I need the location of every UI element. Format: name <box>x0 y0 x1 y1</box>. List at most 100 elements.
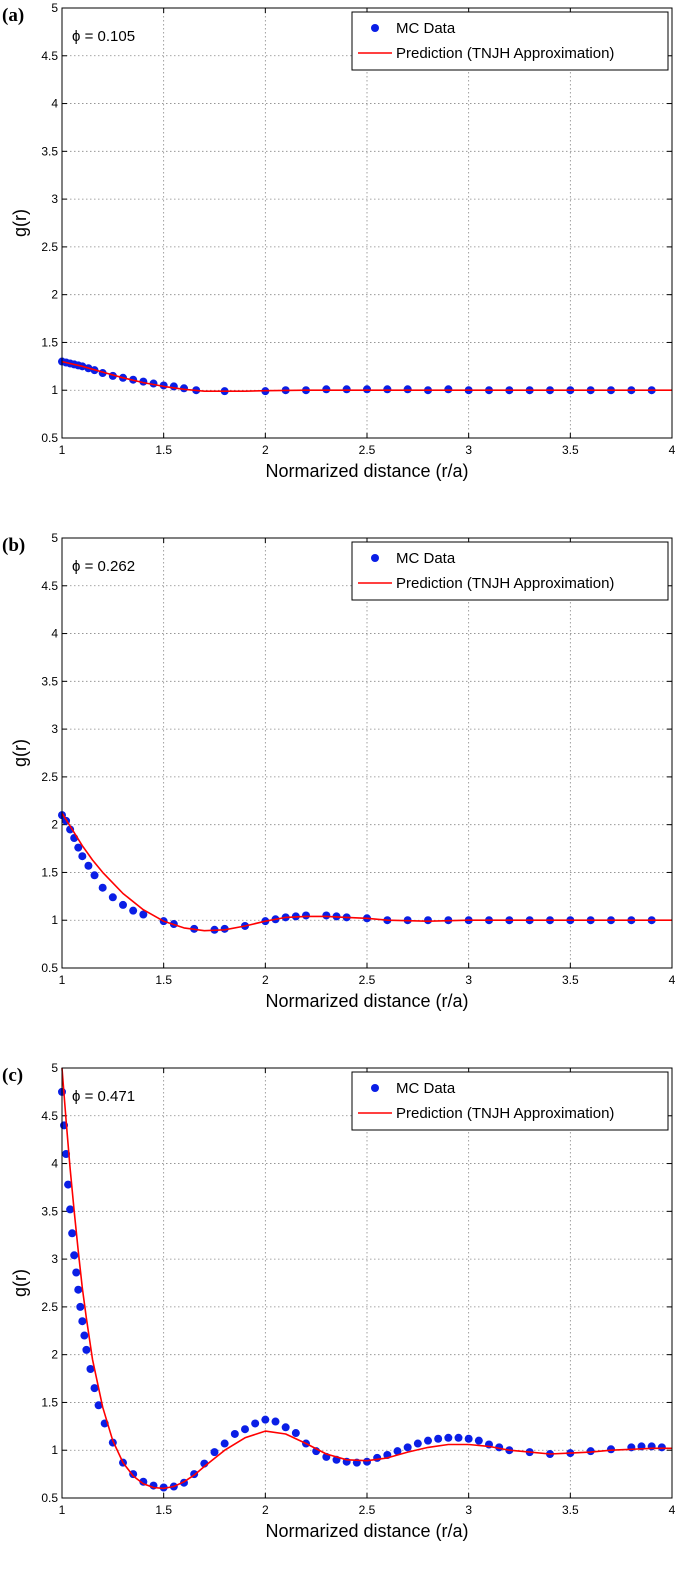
x-tick-label: 1.5 <box>155 973 172 987</box>
legend: MC Data Prediction (TNJH Approximation) <box>351 541 669 601</box>
x-tick-label: 1 <box>59 973 66 987</box>
volume-fraction-annotation: ϕ = 0.471 <box>72 1088 135 1105</box>
data-point <box>444 385 453 394</box>
y-tick-label: 4 <box>51 1157 58 1171</box>
y-tick-label: 5 <box>51 1061 58 1075</box>
legend-label-prediction: Prediction (TNJH Approximation) <box>396 1105 614 1122</box>
plot-area <box>62 8 672 438</box>
y-tick-label: 4 <box>51 627 58 641</box>
legend: MC Data Prediction (TNJH Approximation) <box>351 11 669 71</box>
y-tick-label: 1.5 <box>41 1395 58 1409</box>
data-point <box>74 1285 83 1294</box>
x-tick-label: 2.5 <box>359 443 376 457</box>
y-tick-label: 3 <box>51 192 58 206</box>
x-axis-label: Normarized distance (r/a) <box>265 1521 468 1541</box>
x-tick-label: 3 <box>465 443 472 457</box>
series-mc-data <box>58 357 656 396</box>
y-tick-label: 4.5 <box>41 1109 58 1123</box>
data-point <box>251 1419 260 1428</box>
x-tick-label: 1.5 <box>155 1503 172 1517</box>
legend-marker-mc-data <box>371 24 379 32</box>
y-tick-label: 4 <box>51 97 58 111</box>
data-point <box>78 852 87 861</box>
series-mc-data <box>58 811 656 934</box>
data-point <box>98 883 107 892</box>
data-point <box>76 1302 85 1311</box>
data-point <box>302 911 310 920</box>
data-point <box>220 1439 229 1448</box>
y-tick-label: 2 <box>51 1348 58 1362</box>
series-prediction-line <box>61 812 672 932</box>
y-axis-label: g(r) <box>10 739 30 767</box>
x-tick-label: 2 <box>262 1503 269 1517</box>
data-point <box>129 906 138 915</box>
plot-area <box>62 538 672 968</box>
data-point <box>84 861 93 870</box>
legend-box <box>351 541 669 601</box>
x-tick-label: 2.5 <box>359 973 376 987</box>
legend-label-prediction: Prediction (TNJH Approximation) <box>396 575 614 592</box>
x-tick-label: 4 <box>669 973 676 987</box>
legend-box <box>351 1071 669 1131</box>
y-tick-label: 5 <box>51 1 58 15</box>
data-point <box>220 924 229 933</box>
x-tick-label: 2 <box>262 973 269 987</box>
data-point <box>139 910 148 919</box>
data-point <box>66 1205 75 1214</box>
y-tick-label: 1 <box>51 1443 58 1457</box>
y-tick-label: 2.5 <box>41 240 58 254</box>
x-tick-label: 1 <box>59 443 66 457</box>
x-tick-label: 1.5 <box>155 443 172 457</box>
data-point <box>424 916 432 925</box>
y-tick-label: 2.5 <box>41 770 58 784</box>
data-point <box>424 1436 432 1445</box>
volume-fraction-annotation: ϕ = 0.262 <box>72 558 135 575</box>
data-point <box>607 1445 615 1454</box>
data-point <box>86 1365 95 1373</box>
panel-label: (c) <box>2 1065 23 1086</box>
data-point <box>82 1345 91 1354</box>
data-point <box>322 385 331 394</box>
data-point <box>68 1229 77 1238</box>
chart-panel-1: 1 1.5 2 2.5 3 3.5 40.511.522.533.544.55Normari… <box>2 1 676 481</box>
data-point <box>241 1425 249 1434</box>
data-point <box>230 1429 239 1438</box>
data-point <box>64 1180 73 1189</box>
data-point <box>454 1433 463 1442</box>
x-axis-label: Normarized distance (r/a) <box>265 461 468 481</box>
y-tick-label: 1 <box>51 383 58 397</box>
x-tick-label: 4 <box>669 443 676 457</box>
y-tick-label: 2.5 <box>41 1300 58 1314</box>
panel-label: (b) <box>2 535 25 556</box>
plot-area <box>62 1068 672 1498</box>
y-tick-label: 5 <box>51 531 58 545</box>
y-tick-label: 1 <box>51 913 58 927</box>
legend-label-mc-data: MC Data <box>396 20 456 37</box>
x-tick-label: 2 <box>262 443 269 457</box>
data-point <box>363 385 371 394</box>
panel-label: (a) <box>2 5 24 26</box>
data-point <box>586 1447 595 1456</box>
data-point <box>108 893 117 902</box>
x-axis-label: Normarized distance (r/a) <box>265 991 468 1011</box>
data-point <box>90 871 99 880</box>
y-axis-label: g(r) <box>10 1269 30 1297</box>
x-tick-label: 3 <box>465 973 472 987</box>
data-point <box>393 1447 402 1456</box>
y-tick-label: 3 <box>51 1252 58 1266</box>
y-tick-label: 3.5 <box>41 674 58 688</box>
data-point <box>322 911 331 920</box>
data-point <box>403 385 412 394</box>
data-point <box>159 1483 168 1492</box>
data-point <box>94 1401 103 1410</box>
chart-panel-2: 1 1.5 2 2.5 3 3.5 40.511.522.533.544.55Normari… <box>2 531 676 1011</box>
data-point <box>342 385 351 394</box>
data-point <box>80 1331 89 1340</box>
x-tick-label: 3 <box>465 1503 472 1517</box>
data-point <box>291 1429 300 1438</box>
series-prediction-line <box>61 1067 672 1490</box>
y-tick-label: 1.5 <box>41 335 58 349</box>
data-point <box>78 1317 87 1326</box>
legend-marker-mc-data <box>371 554 379 562</box>
y-tick-label: 0.5 <box>41 1491 58 1505</box>
